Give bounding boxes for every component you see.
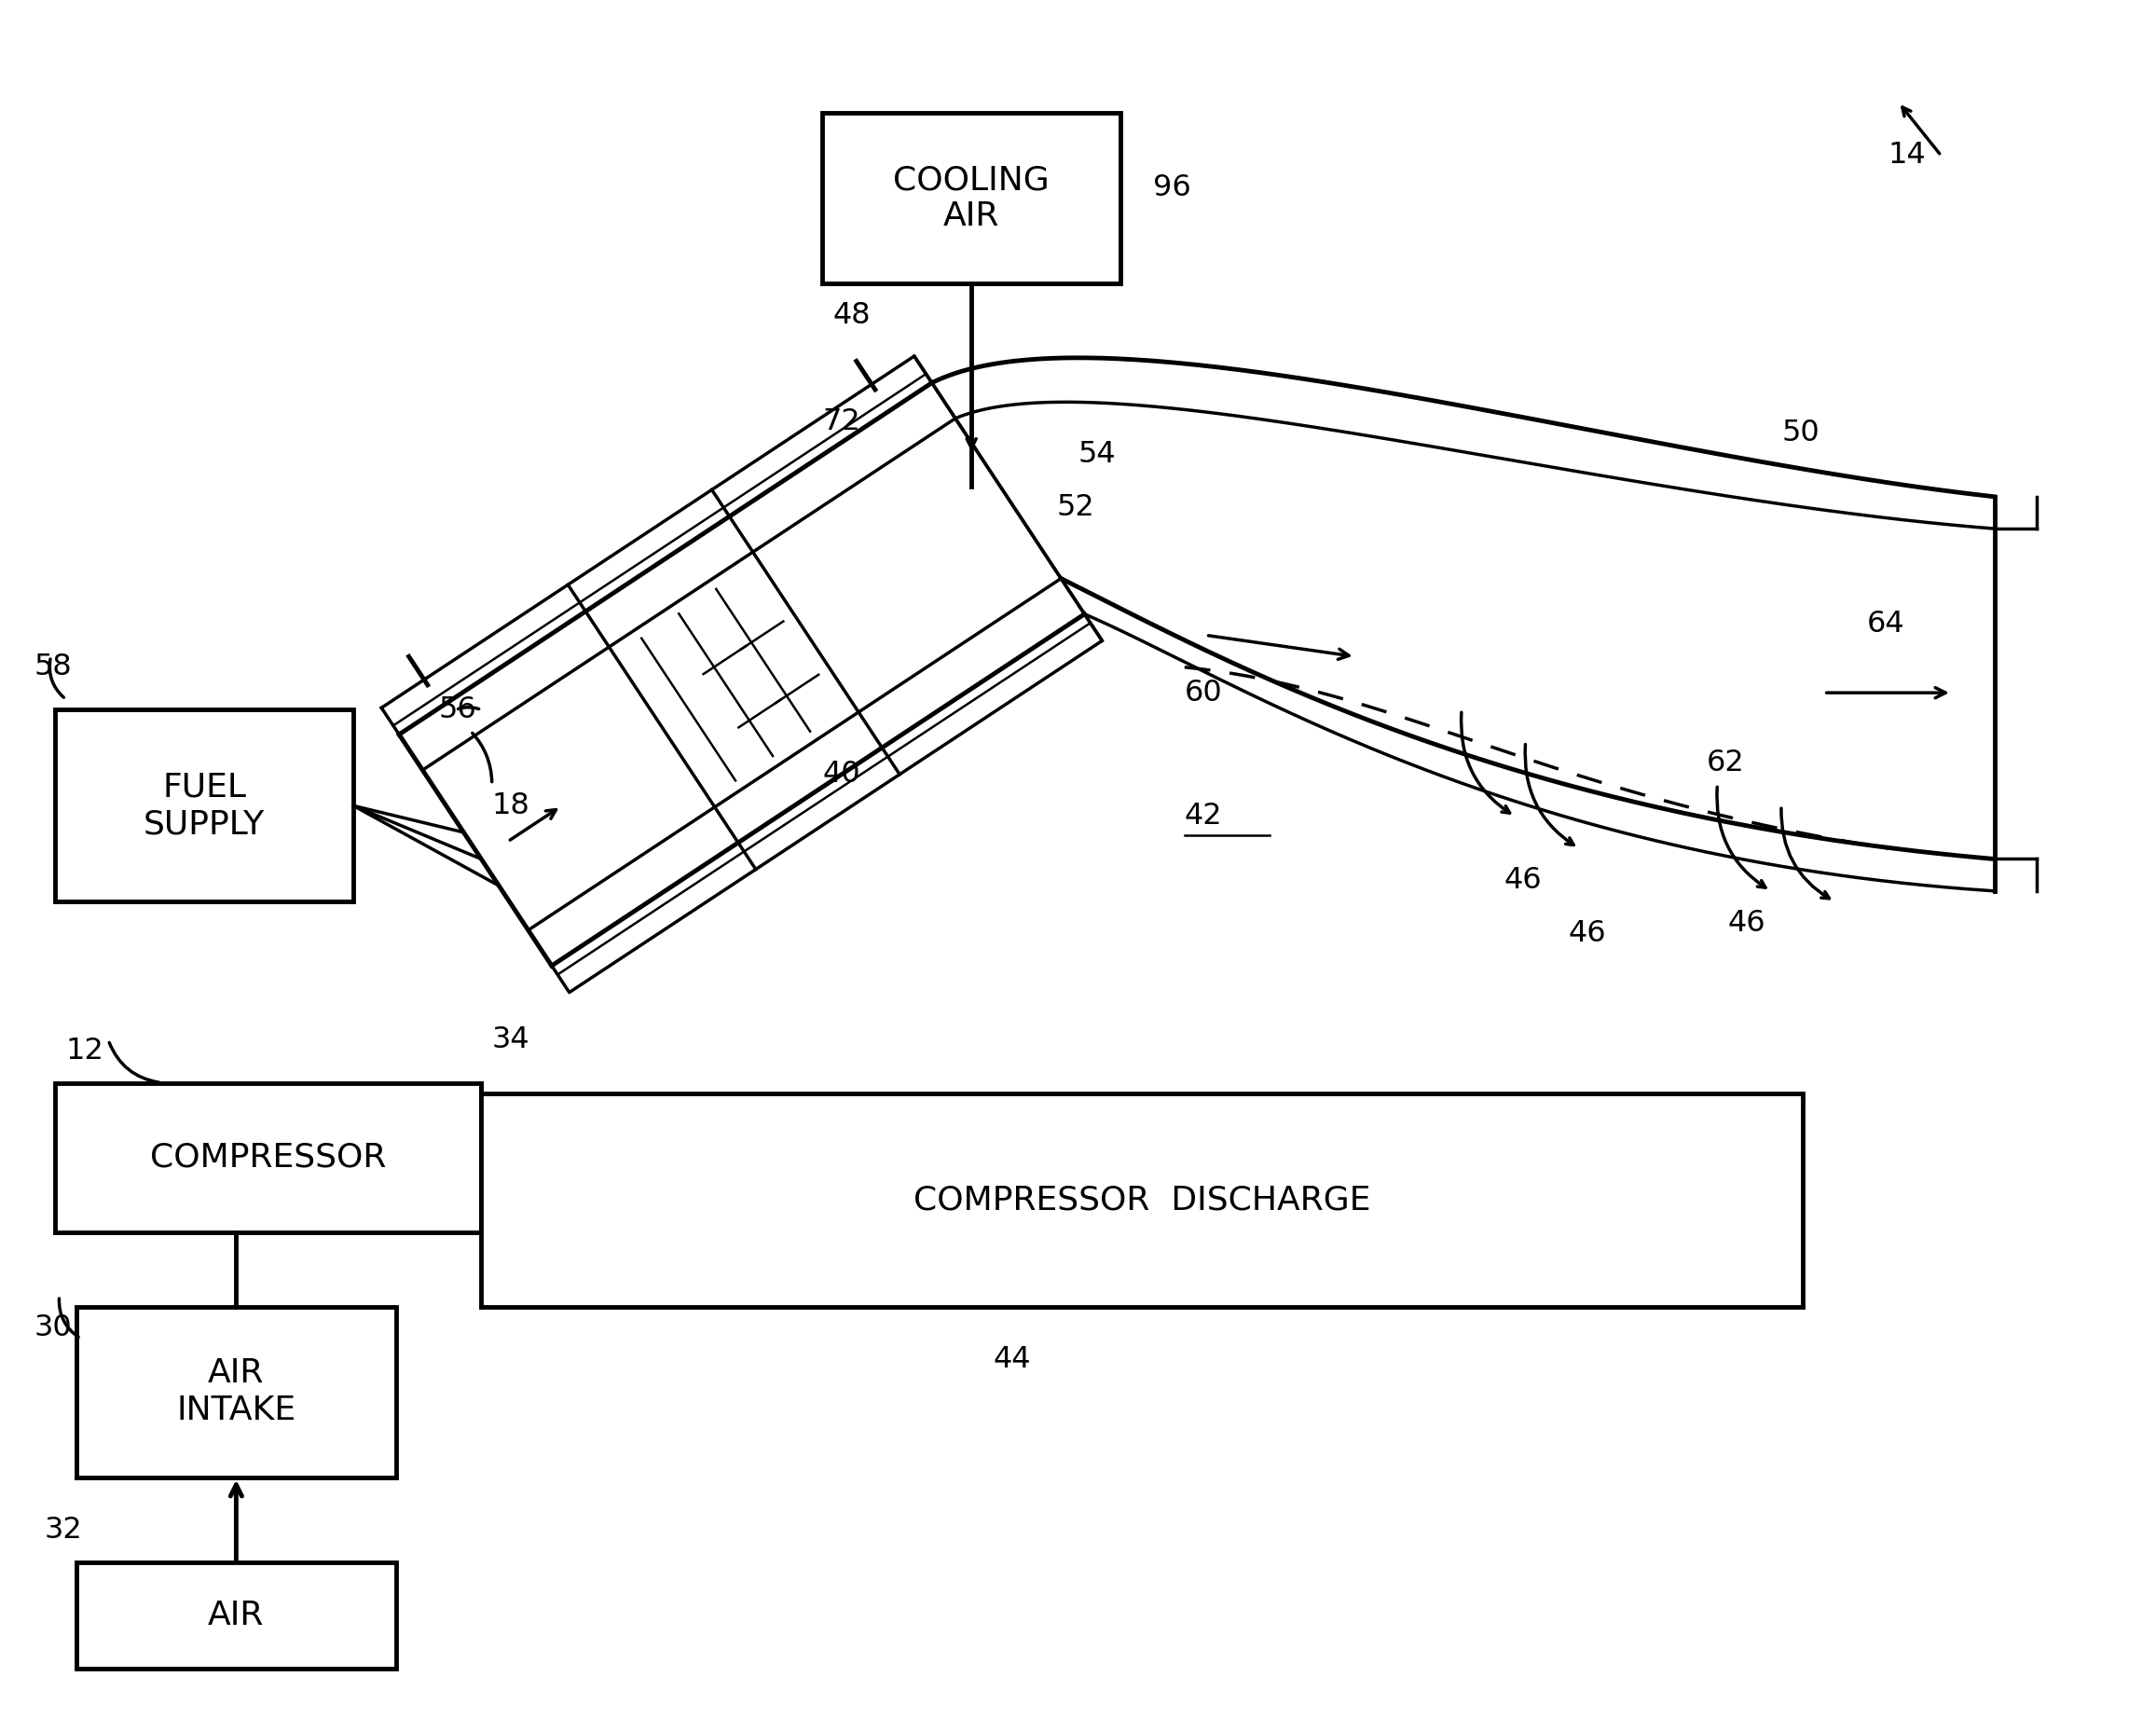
Text: 14: 14 bbox=[1889, 141, 1925, 170]
Text: 46: 46 bbox=[1505, 866, 1542, 895]
Bar bbox=[481, 1093, 1802, 1307]
Text: FUEL
SUPPLY: FUEL SUPPLY bbox=[144, 771, 265, 840]
Text: COMPRESSOR  DISCHARGE: COMPRESSOR DISCHARGE bbox=[914, 1184, 1371, 1216]
Text: 46: 46 bbox=[1567, 919, 1606, 948]
Text: 48: 48 bbox=[832, 301, 871, 330]
Text: 50: 50 bbox=[1781, 417, 1820, 447]
Bar bbox=[75, 1562, 397, 1668]
Bar bbox=[75, 1307, 397, 1477]
Text: 56: 56 bbox=[438, 696, 476, 725]
Text: 96: 96 bbox=[1153, 174, 1190, 203]
Text: COOLING
AIR: COOLING AIR bbox=[893, 165, 1050, 232]
Bar bbox=[56, 1082, 481, 1232]
Text: 60: 60 bbox=[1184, 679, 1222, 708]
Text: 12: 12 bbox=[65, 1036, 103, 1065]
Text: 46: 46 bbox=[1727, 909, 1766, 938]
Text: 30: 30 bbox=[34, 1314, 71, 1342]
Text: 40: 40 bbox=[821, 759, 860, 789]
Text: 52: 52 bbox=[1056, 493, 1095, 522]
Text: 42: 42 bbox=[1184, 802, 1222, 832]
Text: 32: 32 bbox=[45, 1515, 82, 1544]
Text: COMPRESSOR: COMPRESSOR bbox=[151, 1141, 386, 1173]
Text: AIR
INTAKE: AIR INTAKE bbox=[177, 1357, 295, 1426]
Text: 34: 34 bbox=[492, 1026, 530, 1055]
Text: 18: 18 bbox=[492, 792, 530, 819]
Text: 64: 64 bbox=[1867, 610, 1904, 639]
Text: AIR: AIR bbox=[207, 1599, 265, 1632]
Bar bbox=[56, 710, 354, 902]
Text: 54: 54 bbox=[1078, 440, 1117, 469]
Text: 72: 72 bbox=[821, 407, 860, 436]
Text: 58: 58 bbox=[34, 653, 71, 682]
Text: 62: 62 bbox=[1708, 749, 1744, 778]
Bar bbox=[821, 113, 1121, 283]
Text: 44: 44 bbox=[992, 1345, 1031, 1374]
